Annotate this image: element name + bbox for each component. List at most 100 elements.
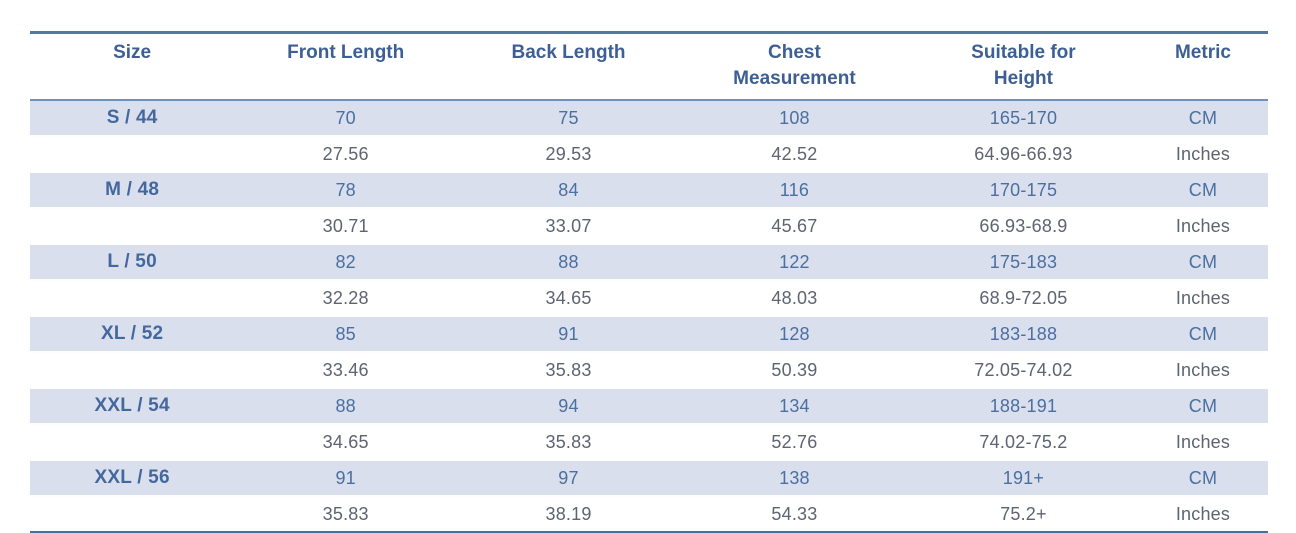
cell-size: M / 48	[105, 179, 160, 201]
cell-back_length: 35.83	[545, 359, 592, 380]
cell-back_length: 33.07	[545, 215, 592, 236]
cell-chest: 138	[779, 467, 810, 488]
table-row: XXL / 56 91 97 138 191+ CM	[30, 460, 1268, 497]
column-header-size: Size	[30, 33, 234, 101]
cell-metric: Inches	[1175, 287, 1231, 308]
cell-height: 66.93-68.9	[979, 215, 1068, 236]
cell-metric: Inches	[1175, 215, 1231, 236]
column-header-label: Chest Measurement	[733, 42, 856, 89]
cell-back_length: 88	[558, 251, 579, 272]
size-chart: Size Front Length Back Length Chest Meas…	[30, 31, 1268, 533]
column-header-label: Metric	[1174, 42, 1231, 63]
cell-height: 165-170	[989, 107, 1058, 128]
cell-size	[30, 280, 234, 316]
size-chart-table: Size Front Length Back Length Chest Meas…	[30, 31, 1268, 533]
cell-front_length: 27.56	[322, 143, 369, 164]
table-row: 33.46 35.83 50.39 72.05-74.02 Inches	[30, 352, 1268, 389]
cell-back_length: 34.65	[545, 287, 592, 308]
cell-metric: CM	[1188, 467, 1218, 488]
cell-metric: CM	[1188, 323, 1218, 344]
column-header-back-length: Back Length	[457, 33, 680, 101]
column-header-suitable-height: Suitable for Height	[909, 33, 1138, 101]
table-row: S / 44 70 75 108 165-170 CM	[30, 100, 1268, 137]
table-row: M / 48 78 84 116 170-175 CM	[30, 172, 1268, 209]
cell-size: XXL / 56	[94, 467, 170, 489]
cell-back_length: 97	[558, 467, 579, 488]
cell-height: 72.05-74.02	[974, 359, 1073, 380]
column-header-label: Back Length	[511, 42, 626, 63]
column-header-label: Size	[113, 42, 152, 63]
table-row: 34.65 35.83 52.76 74.02-75.2 Inches	[30, 424, 1268, 461]
cell-front_length: 91	[335, 467, 356, 488]
cell-size	[30, 208, 234, 244]
column-header-label: Suitable for Height	[971, 42, 1076, 89]
table-row: 32.28 34.65 48.03 68.9-72.05 Inches	[30, 280, 1268, 317]
cell-back_length: 75	[558, 107, 579, 128]
cell-chest: 134	[779, 395, 810, 416]
cell-chest: 54.33	[771, 503, 818, 524]
cell-front_length: 35.83	[322, 503, 369, 524]
column-header-metric: Metric	[1138, 33, 1268, 101]
cell-height: 68.9-72.05	[979, 287, 1068, 308]
cell-height: 170-175	[989, 179, 1058, 200]
cell-metric: CM	[1188, 107, 1218, 128]
column-header-front-length: Front Length	[234, 33, 457, 101]
cell-size: XL / 52	[100, 323, 164, 345]
cell-chest: 45.67	[771, 215, 818, 236]
cell-height: 74.02-75.2	[979, 431, 1068, 452]
cell-height: 64.96-66.93	[974, 143, 1073, 164]
cell-chest: 122	[779, 251, 810, 272]
cell-size	[30, 352, 234, 388]
cell-front_length: 88	[335, 395, 356, 416]
table-row: 35.83 38.19 54.33 75.2+ Inches	[30, 496, 1268, 533]
cell-chest: 108	[779, 107, 810, 128]
cell-front_length: 70	[335, 107, 356, 128]
cell-size: L / 50	[107, 251, 157, 273]
column-header-chest-measurement: Chest Measurement	[680, 33, 909, 101]
table-row: XXL / 54 88 94 134 188-191 CM	[30, 388, 1268, 425]
cell-front_length: 33.46	[322, 359, 369, 380]
cell-height: 75.2+	[1000, 503, 1047, 524]
cell-height: 188-191	[989, 395, 1058, 416]
cell-front_length: 32.28	[322, 287, 369, 308]
cell-chest: 42.52	[771, 143, 818, 164]
table-row: 30.71 33.07 45.67 66.93-68.9 Inches	[30, 208, 1268, 245]
cell-metric: Inches	[1175, 143, 1231, 164]
table-body: S / 44 70 75 108 165-170 CM 27.56 29.53 42.52 64.…	[30, 100, 1268, 533]
table-row: 27.56 29.53 42.52 64.96-66.93 Inches	[30, 136, 1268, 173]
cell-metric: CM	[1188, 179, 1218, 200]
cell-size	[30, 136, 234, 172]
table-row: L / 50 82 88 122 175-183 CM	[30, 244, 1268, 281]
cell-back_length: 84	[558, 179, 579, 200]
cell-front_length: 85	[335, 323, 356, 344]
cell-front_length: 78	[335, 179, 356, 200]
cell-front_length: 30.71	[322, 215, 369, 236]
cell-metric: Inches	[1175, 503, 1231, 524]
cell-metric: Inches	[1175, 359, 1231, 380]
cell-metric: CM	[1188, 251, 1218, 272]
cell-chest: 52.76	[771, 431, 818, 452]
cell-height: 175-183	[989, 251, 1058, 272]
cell-back_length: 94	[558, 395, 579, 416]
column-header-label: Front Length	[287, 42, 405, 63]
cell-back_length: 35.83	[545, 431, 592, 452]
cell-height: 183-188	[989, 323, 1058, 344]
cell-size	[30, 496, 234, 533]
cell-chest: 50.39	[771, 359, 818, 380]
cell-chest: 128	[779, 323, 810, 344]
cell-size: S / 44	[106, 107, 158, 129]
cell-metric: CM	[1188, 395, 1218, 416]
cell-chest: 116	[779, 179, 810, 200]
cell-chest: 48.03	[771, 287, 818, 308]
header-row: Size Front Length Back Length Chest Meas…	[30, 33, 1268, 101]
cell-back_length: 29.53	[545, 143, 592, 164]
cell-back_length: 38.19	[545, 503, 592, 524]
cell-size	[30, 424, 234, 460]
cell-front_length: 82	[335, 251, 356, 272]
cell-back_length: 91	[558, 323, 579, 344]
cell-height: 191+	[1002, 467, 1045, 488]
table-row: XL / 52 85 91 128 183-188 CM	[30, 316, 1268, 353]
cell-size: XXL / 54	[94, 395, 170, 417]
cell-metric: Inches	[1175, 431, 1231, 452]
cell-front_length: 34.65	[322, 431, 369, 452]
